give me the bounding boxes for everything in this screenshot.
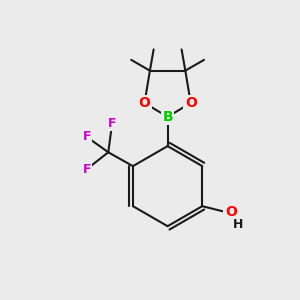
Text: O: O: [139, 96, 150, 110]
Text: F: F: [82, 130, 91, 143]
Text: O: O: [225, 205, 237, 219]
Text: B: B: [162, 110, 173, 124]
Text: F: F: [82, 163, 91, 176]
Text: H: H: [232, 218, 243, 231]
Text: F: F: [108, 116, 116, 130]
Text: O: O: [185, 96, 197, 110]
